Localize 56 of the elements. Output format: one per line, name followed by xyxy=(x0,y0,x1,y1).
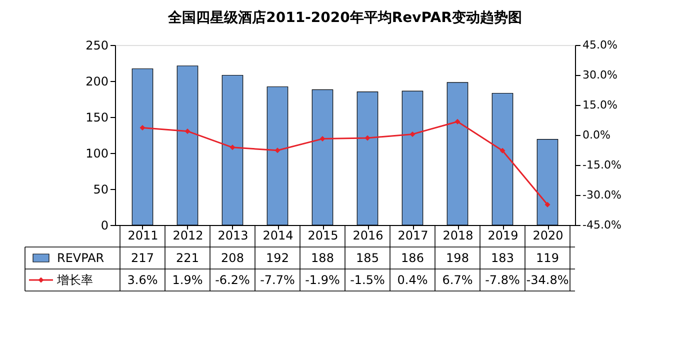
y2-tick-label: -15.0% xyxy=(582,158,622,172)
data-label: 183 xyxy=(491,251,514,265)
x-tick-label: 2011 xyxy=(128,228,158,242)
point xyxy=(544,202,550,208)
data-label: 217 xyxy=(131,251,154,265)
point xyxy=(274,148,280,154)
data-label: -1.5% xyxy=(350,273,385,287)
y-tick-label: 100 xyxy=(86,146,108,160)
y2-tick-label: 30.0% xyxy=(582,68,618,82)
data-label: 6.7% xyxy=(442,273,473,287)
y2-tick-label: -45.0% xyxy=(582,218,622,232)
x-tick-label: 2020 xyxy=(532,228,564,242)
y-tick-label: 150 xyxy=(86,110,108,124)
data-label: 1.9% xyxy=(172,273,203,287)
y-tick-label: 250 xyxy=(86,38,108,52)
data-label: 192 xyxy=(266,251,289,265)
y2-tick-label: -30.0% xyxy=(582,188,622,202)
chart-title: 全国四星级酒店2011-2020年平均RevPAR变动趋势图 xyxy=(167,9,522,26)
data-label: 198 xyxy=(446,251,469,265)
point xyxy=(230,144,236,150)
point xyxy=(364,135,370,141)
legend-label: REVPAR xyxy=(57,251,104,265)
x-tick-label: 2018 xyxy=(442,228,474,242)
y2-tick-label: 0.0% xyxy=(582,128,610,142)
x-tick-label: 2017 xyxy=(398,228,428,242)
x-tick-label: 2016 xyxy=(352,228,384,242)
point xyxy=(500,148,506,154)
y2-tick-label: 15.0% xyxy=(582,98,618,112)
point xyxy=(184,128,190,134)
data-label: -1.9% xyxy=(305,273,340,287)
x-tick-label: 2014 xyxy=(262,228,294,242)
x-tick-label: 2019 xyxy=(488,228,518,242)
x-tick-label: 2013 xyxy=(218,228,248,242)
data-label: 208 xyxy=(221,251,244,265)
data-label: 3.6% xyxy=(127,273,158,287)
point xyxy=(140,125,146,131)
data-label: -6.2% xyxy=(215,273,250,287)
x-tick-label: 2012 xyxy=(172,228,204,242)
data-label: 185 xyxy=(356,251,379,265)
data-label: 221 xyxy=(176,251,199,265)
point xyxy=(320,136,326,142)
data-label: 119 xyxy=(536,251,559,265)
y-tick-label: 50 xyxy=(93,182,108,196)
x-tick-label: 2015 xyxy=(308,228,338,242)
y2-tick-label: 45.0% xyxy=(582,38,618,52)
point xyxy=(410,131,416,137)
legend-label: 增长率 xyxy=(56,273,93,287)
y-tick-label: 0 xyxy=(100,218,108,232)
data-label: -7.8% xyxy=(485,273,520,287)
data-label: -34.8% xyxy=(526,273,569,287)
point xyxy=(454,118,460,124)
data-label: 188 xyxy=(311,251,334,265)
data-label: 186 xyxy=(401,251,424,265)
data-label: 0.4% xyxy=(397,273,428,287)
y-tick-label: 200 xyxy=(86,74,108,88)
data-label: -7.7% xyxy=(260,273,295,287)
